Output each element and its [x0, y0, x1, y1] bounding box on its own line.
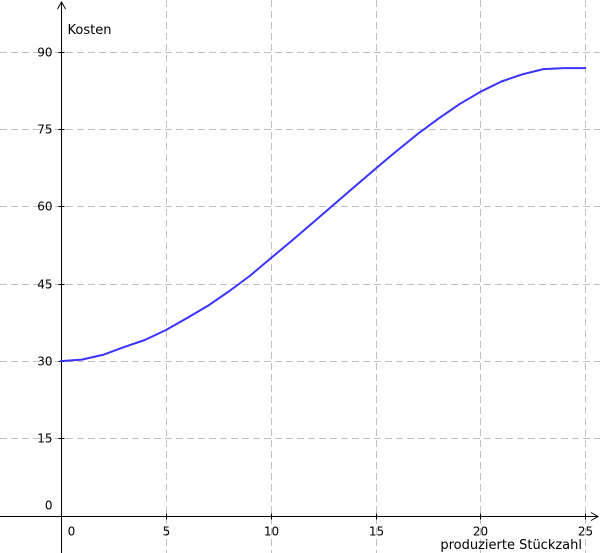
x-tick-label: 20: [473, 525, 488, 539]
x-axis-label: produzierte Stückzahl: [440, 538, 582, 553]
y-tick-label: 45: [37, 278, 52, 292]
x-tick-label: 25: [578, 525, 593, 539]
tick-labels: 0 5 10 15 20 25 0 15 30 45 60 75 90: [37, 46, 593, 539]
y-axis-arrow: [57, 0, 66, 10]
x-tick-label: 5: [163, 525, 171, 539]
x-tick-label: 0: [68, 525, 76, 539]
y-axis-label: Kosten: [68, 23, 112, 38]
y-tick-label: 60: [37, 200, 52, 214]
y-tick-label: 75: [37, 123, 52, 137]
x-tick-label: 15: [369, 525, 384, 539]
y-tick-label: 15: [37, 432, 52, 446]
y-tick-label: 90: [37, 46, 52, 60]
series-layer: [59, 67, 587, 363]
x-tick-label: 10: [264, 525, 279, 539]
cost-curve-line: [59, 67, 587, 363]
x-axis-arrow: [590, 512, 600, 521]
y-tick-label: 0: [45, 499, 53, 513]
y-tick-label: 30: [37, 355, 52, 369]
